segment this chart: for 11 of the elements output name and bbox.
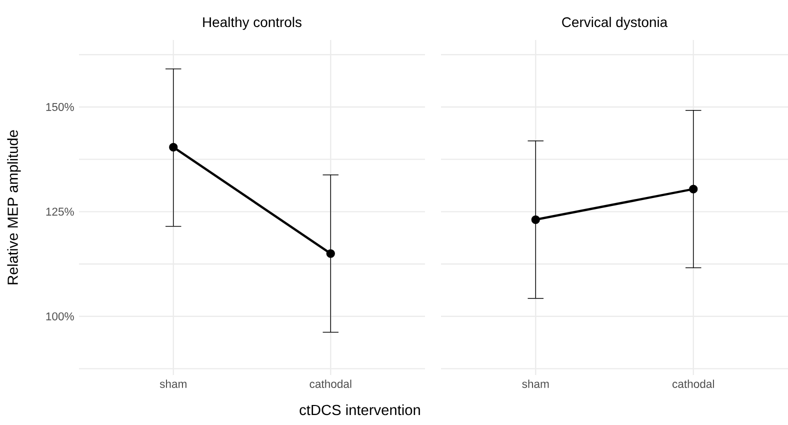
chart-title: Cervical dystonia [562, 16, 668, 30]
x-tick-label: sham [160, 380, 186, 388]
x-tick-label: cathodal [310, 380, 352, 388]
y-tick-label: 125% [46, 208, 74, 216]
y-tick-label: 100% [46, 312, 74, 320]
x-tick-label: cathodal [672, 380, 714, 388]
chart-title: Healthy controls [203, 16, 302, 30]
x-tick-label: sham [522, 380, 549, 388]
y-tick-label: 150% [46, 103, 74, 111]
y-axis-title: Relative MEP amplitude [7, 130, 21, 284]
x-axis-title: ctDCS intervention [300, 404, 420, 416]
